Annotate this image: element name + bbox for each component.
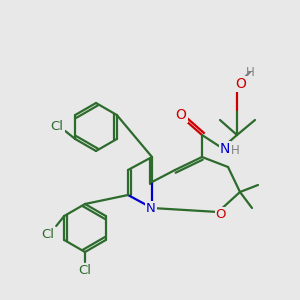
Text: O: O: [216, 208, 226, 221]
Text: N: N: [220, 142, 230, 156]
Text: O: O: [236, 77, 246, 91]
Text: N: N: [146, 202, 156, 215]
Text: O: O: [176, 108, 186, 122]
Text: Cl: Cl: [51, 119, 64, 133]
Text: H: H: [246, 65, 254, 79]
Text: Cl: Cl: [42, 229, 55, 242]
Text: H: H: [231, 145, 239, 158]
Text: Cl: Cl: [79, 265, 92, 278]
